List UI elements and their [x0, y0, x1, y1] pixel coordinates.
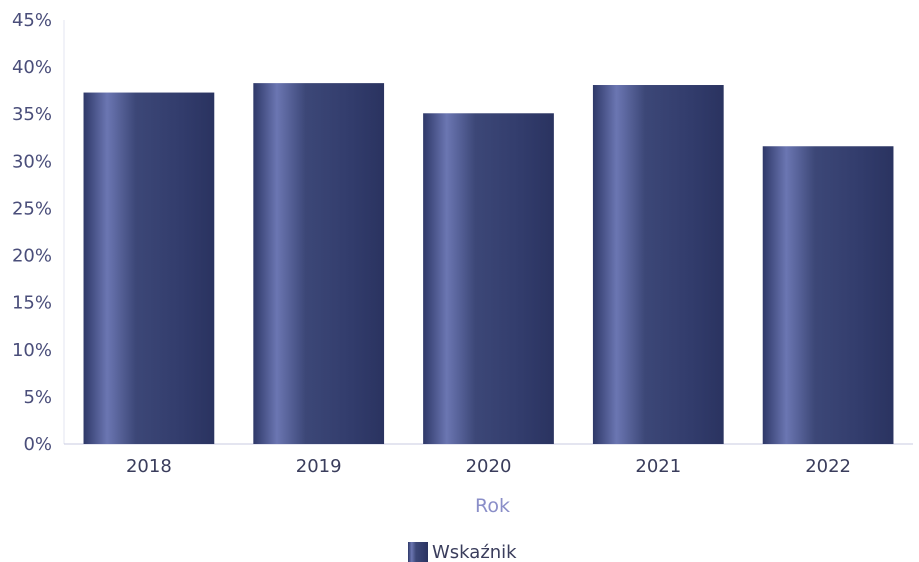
x-tick-label-2021: 2021 — [635, 456, 681, 477]
y-tick-label: 45% — [12, 10, 52, 31]
y-axis: 0% 5% 10% 15% 20% 25% 30% 35% 40% 45% — [12, 10, 65, 455]
y-tick-label: 40% — [12, 57, 52, 78]
bar-2021 — [592, 85, 724, 444]
bar-2022 — [762, 146, 894, 444]
x-tick-label-2020: 2020 — [466, 456, 512, 477]
y-tick-label: 30% — [12, 151, 52, 172]
y-tick-label: 25% — [12, 198, 52, 219]
legend-label: Wskaźnik — [432, 542, 517, 562]
legend-swatch — [408, 542, 428, 562]
bar-2020 — [423, 113, 554, 444]
y-tick-label: 5% — [23, 387, 52, 408]
y-tick-label: 0% — [23, 434, 52, 455]
legend: Wskaźnik — [408, 542, 517, 562]
y-tick-label: 15% — [12, 293, 52, 314]
x-tick-label-2018: 2018 — [126, 456, 172, 477]
y-tick-label: 10% — [12, 340, 52, 361]
bar-2019 — [253, 83, 385, 444]
bars — [83, 83, 894, 444]
y-tick-label: 20% — [12, 246, 52, 267]
x-tick-label-2022: 2022 — [805, 456, 851, 477]
x-axis-title: Rok — [475, 495, 510, 517]
x-tick-label-2019: 2019 — [296, 456, 342, 477]
bar-2018 — [83, 92, 215, 444]
y-tick-label: 35% — [12, 104, 52, 125]
x-axis-labels: 2018 2019 2020 2021 2022 — [126, 456, 851, 477]
